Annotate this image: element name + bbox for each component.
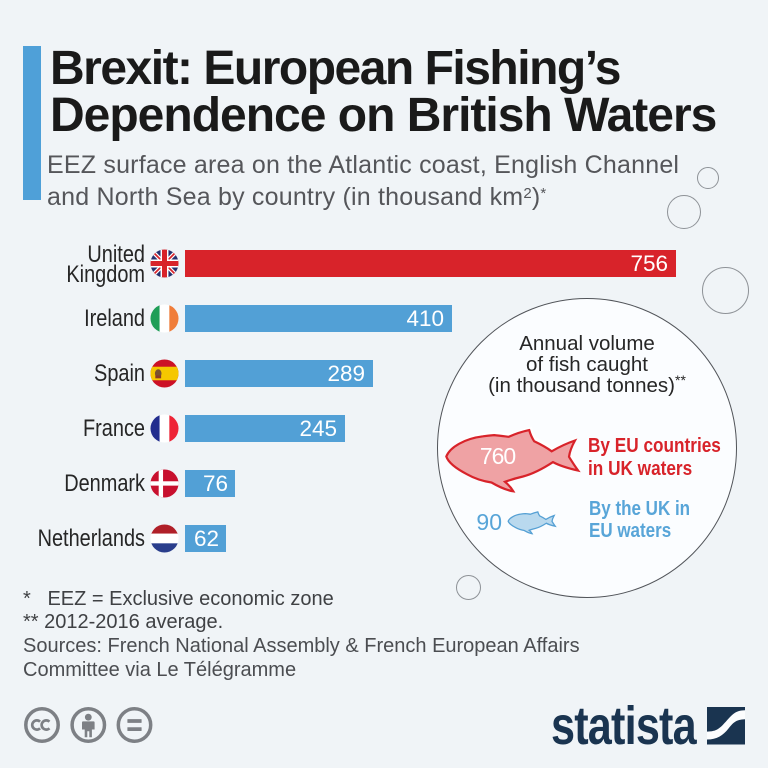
svg-text:760: 760: [480, 443, 516, 469]
